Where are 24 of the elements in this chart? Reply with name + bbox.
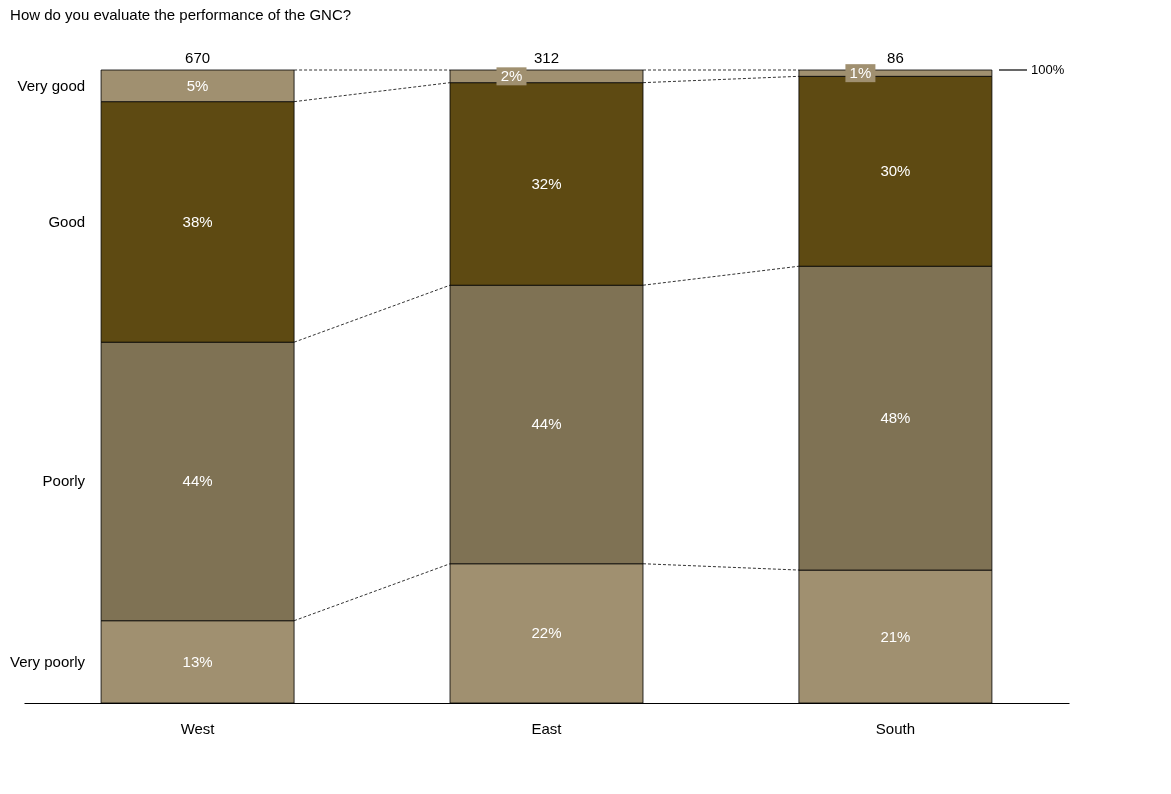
annotation: 312 <box>533 49 560 66</box>
data-label: 21% <box>880 627 911 645</box>
x-tick-label: East <box>531 719 563 737</box>
data-label: 5% <box>186 76 209 94</box>
data-label: 44% <box>182 472 213 490</box>
series-label: Good <box>48 212 86 230</box>
data-label: 13% <box>182 652 213 670</box>
data-label: 44% <box>531 415 562 433</box>
series-label: Very poorly <box>10 652 86 670</box>
annotation: 670 <box>185 49 211 66</box>
x-tick-label: South <box>875 719 916 737</box>
chart-title: How do you evaluate the performance of the GNC? <box>10 6 352 23</box>
data-label: 22% <box>531 624 562 642</box>
data-label: 30% <box>880 162 911 180</box>
series-label: Very good <box>17 76 86 94</box>
data-label: 2% <box>500 67 523 85</box>
x-tick-label: West <box>180 719 216 737</box>
data-label: 1% <box>849 64 872 82</box>
data-label: 48% <box>880 409 911 427</box>
annotation: 86 <box>887 49 904 66</box>
series-label: Poorly <box>42 472 86 490</box>
annotation: 100% <box>1031 62 1065 77</box>
data-label: 38% <box>182 212 213 230</box>
data-label: 32% <box>531 174 562 192</box>
